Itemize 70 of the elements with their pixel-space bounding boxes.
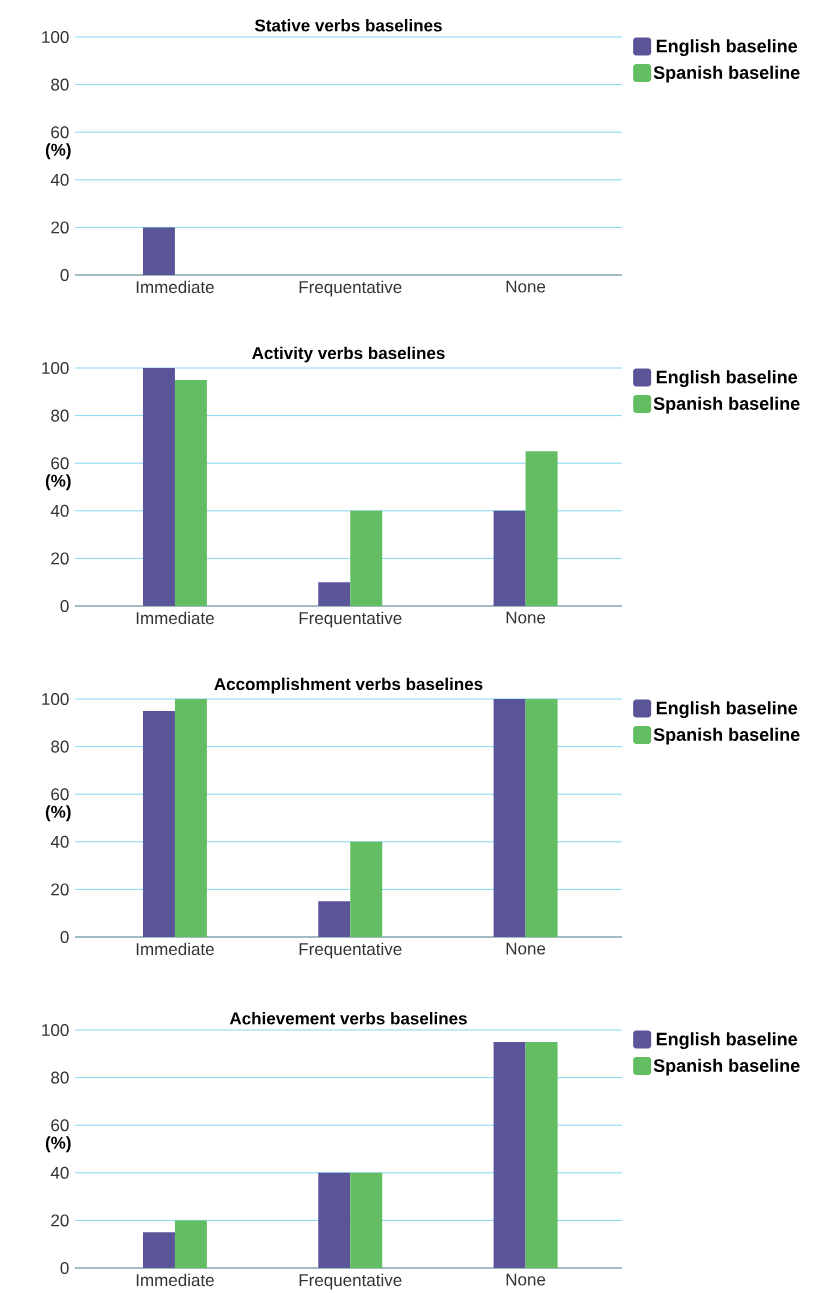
bar (174, 1220, 207, 1269)
y-tick-label: 0 (60, 599, 69, 613)
bar (525, 451, 558, 607)
legend-label: Spanish baseline (653, 1058, 800, 1076)
y-tick-label: 20 (51, 221, 69, 234)
bar (525, 1041, 558, 1269)
x-tick-label: Frequentative (299, 942, 402, 959)
x-tick-label: Frequentative (299, 280, 402, 297)
bar (525, 699, 558, 938)
y-axis-title: (%) (45, 805, 71, 822)
bar (493, 699, 526, 938)
legend-label: Spanish baseline (653, 65, 800, 83)
x-tick-label: None (506, 611, 546, 624)
chart-title: Activity verbs baselines (252, 346, 445, 363)
y-tick-label: 80 (51, 78, 69, 91)
legend-label: English baseline (656, 39, 798, 57)
bar (493, 510, 526, 607)
y-tick-label: 20 (51, 883, 69, 896)
bar (142, 1232, 175, 1269)
y-tick-label: 40 (50, 835, 69, 848)
y-tick-label: 80 (51, 740, 69, 753)
x-tick-label: None (506, 280, 546, 293)
y-tick-label: 100 (42, 361, 69, 375)
y-axis-title: (%) (45, 143, 71, 160)
bar (350, 510, 383, 607)
x-tick-label: Immediate (136, 1273, 214, 1287)
y-tick-label: 60 (51, 1119, 69, 1132)
y-tick-label: 40 (50, 1166, 69, 1179)
y-tick-label: 100 (42, 1023, 69, 1037)
bar (318, 1172, 351, 1269)
bar (493, 1041, 526, 1269)
y-tick-label: 100 (42, 30, 69, 44)
chart-title: Accomplishment verbs baselines (214, 677, 483, 694)
x-tick-label: None (506, 1273, 546, 1286)
y-tick-label: 100 (42, 692, 69, 706)
bar (174, 379, 207, 607)
y-tick-label: 0 (60, 268, 69, 282)
legend-label: English baseline (656, 370, 798, 388)
chart-title: Stative verbs baselines (254, 18, 442, 32)
x-tick-label: Immediate (136, 280, 214, 294)
y-tick-label: 20 (51, 552, 69, 565)
bar (318, 582, 351, 607)
legend-label: Spanish baseline (653, 727, 800, 745)
bar (318, 901, 351, 938)
bar (174, 699, 207, 938)
y-tick-label: 0 (60, 930, 69, 944)
y-tick-label: 20 (51, 1214, 69, 1227)
legend-label: English baseline (656, 701, 798, 719)
y-tick-label: 60 (51, 457, 69, 470)
y-tick-label: 40 (50, 504, 69, 517)
x-tick-label: None (506, 942, 546, 955)
y-tick-label: 60 (51, 126, 69, 139)
legend-label: Spanish baseline (653, 396, 800, 414)
chart-title: Achievement verbs baselines (229, 1012, 467, 1025)
y-tick-label: 60 (51, 788, 69, 801)
y-axis-title: (%) (45, 474, 71, 491)
x-tick-label: Frequentative (299, 611, 402, 628)
y-axis-title: (%) (45, 1136, 71, 1153)
x-tick-label: Frequentative (299, 1273, 402, 1290)
y-tick-label: 0 (60, 1262, 69, 1275)
x-tick-label: Immediate (136, 942, 214, 956)
y-tick-label: 80 (51, 1071, 69, 1084)
bar (142, 368, 175, 607)
bar (350, 841, 383, 938)
y-tick-label: 80 (51, 409, 69, 422)
x-tick-label: Immediate (136, 611, 214, 625)
y-tick-label: 40 (50, 173, 69, 186)
bar (350, 1172, 383, 1269)
legend-label: English baseline (656, 1032, 798, 1050)
bar (142, 710, 175, 938)
